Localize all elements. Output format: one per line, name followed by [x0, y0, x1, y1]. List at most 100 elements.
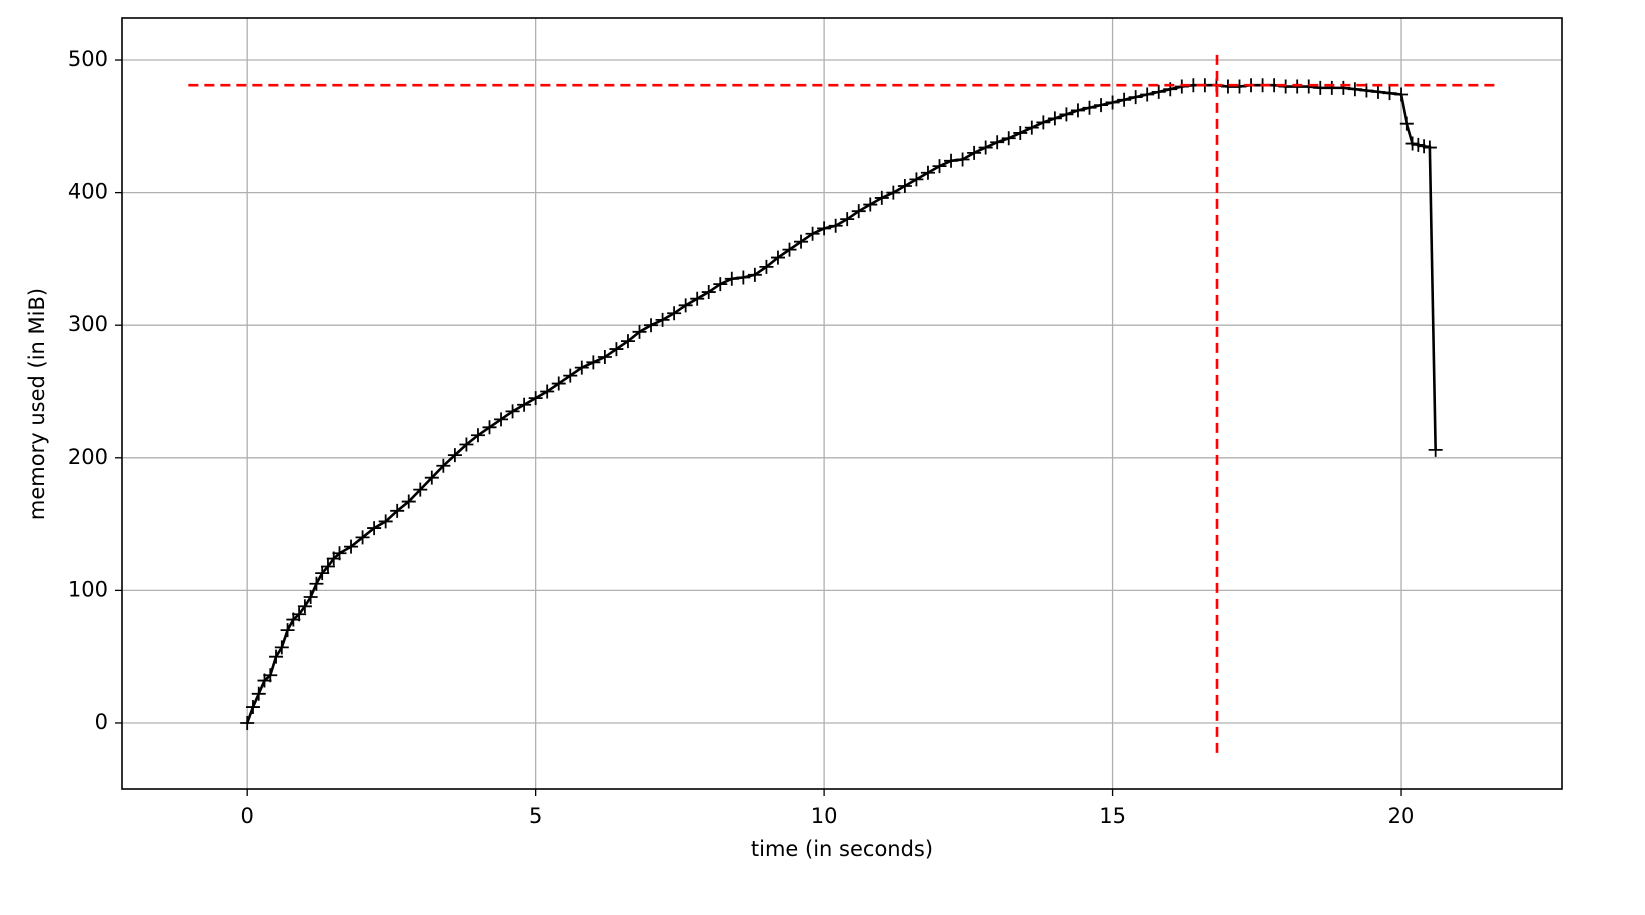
data-point [701, 285, 716, 300]
data-point [897, 178, 912, 193]
data-point [690, 291, 705, 306]
data-point [805, 226, 820, 241]
data-point [1117, 92, 1132, 107]
data-point [886, 185, 901, 200]
data-point [747, 267, 762, 282]
y-tick-label: 200 [68, 445, 108, 469]
data-point [344, 539, 359, 554]
x-axis-label: time (in seconds) [751, 837, 933, 861]
data-point [303, 590, 318, 605]
x-tick-label: 5 [529, 804, 542, 828]
data-point [563, 368, 578, 383]
data-point [863, 197, 878, 212]
data-point [597, 350, 612, 365]
data-point [1070, 103, 1085, 118]
data-point [390, 503, 405, 518]
data-point [401, 494, 416, 509]
x-tick-label: 0 [241, 804, 254, 828]
data-point [269, 649, 284, 664]
data-point [678, 298, 693, 313]
data-point [759, 259, 774, 274]
data-point [367, 521, 382, 536]
data-point [1382, 86, 1397, 101]
data-point [251, 686, 266, 701]
data-point [297, 599, 312, 614]
data-point [1417, 139, 1432, 154]
data-point [1347, 82, 1362, 97]
data-point [482, 420, 497, 435]
data-point [517, 397, 532, 412]
data-point [1422, 140, 1437, 155]
data-point [1359, 83, 1374, 98]
data-point [1105, 95, 1120, 110]
data-point [309, 576, 324, 591]
data-point [851, 204, 866, 219]
data-point [436, 458, 451, 473]
data-point [574, 360, 589, 375]
data-point [990, 135, 1005, 150]
data-point [424, 470, 439, 485]
data-point [551, 376, 566, 391]
data-point [840, 212, 855, 227]
data-point [644, 318, 659, 333]
data-point [1174, 79, 1189, 94]
data-point [1399, 116, 1414, 131]
data-point [1128, 90, 1143, 105]
data-point [1405, 136, 1420, 151]
data-point [1036, 115, 1051, 130]
data-line [245, 83, 1437, 724]
data-point [1151, 84, 1166, 99]
data-point [459, 437, 474, 452]
data-point [955, 152, 970, 167]
data-point [245, 700, 260, 715]
data-point [1024, 120, 1039, 135]
data-point [828, 218, 843, 233]
data-point [586, 355, 601, 370]
data-point [413, 482, 428, 497]
x-tick-label: 20 [1388, 804, 1415, 828]
data-point [944, 153, 959, 168]
y-tick-label: 0 [95, 710, 108, 734]
data-point [920, 165, 935, 180]
data-point [1059, 107, 1074, 122]
data-point [609, 342, 624, 357]
data-point [724, 271, 739, 286]
data-point [1336, 80, 1351, 95]
y-tick-label: 400 [68, 180, 108, 204]
data-point [817, 221, 832, 236]
data-point [874, 190, 889, 205]
data-point [355, 530, 370, 545]
data-point [1082, 100, 1097, 115]
data-point [315, 566, 330, 581]
x-tick-label: 15 [1099, 804, 1126, 828]
data-point [332, 546, 347, 561]
data-point [292, 607, 307, 622]
data-point [782, 242, 797, 257]
y-axis-label: memory used (in MiB) [25, 288, 49, 520]
data-point [1013, 125, 1028, 140]
data-point [736, 270, 751, 285]
data-point [1370, 84, 1385, 99]
data-point [1394, 87, 1409, 102]
data-point [932, 159, 947, 174]
data-point [1047, 111, 1062, 126]
y-tick-label: 300 [68, 312, 108, 336]
data-point [1232, 79, 1247, 94]
data-point [967, 145, 982, 160]
data-point [540, 384, 555, 399]
data-point [280, 623, 295, 638]
data-point [655, 312, 670, 327]
data-point [713, 277, 728, 292]
data-point [978, 140, 993, 155]
y-tick-label: 100 [68, 577, 108, 601]
data-point [494, 412, 509, 427]
data-point [274, 640, 289, 655]
data-point [909, 172, 924, 187]
data-point [320, 559, 335, 574]
x-tick-label: 10 [811, 804, 838, 828]
data-point [470, 428, 485, 443]
data-point [1411, 137, 1426, 152]
data-point [505, 404, 520, 419]
data-point [378, 514, 393, 529]
